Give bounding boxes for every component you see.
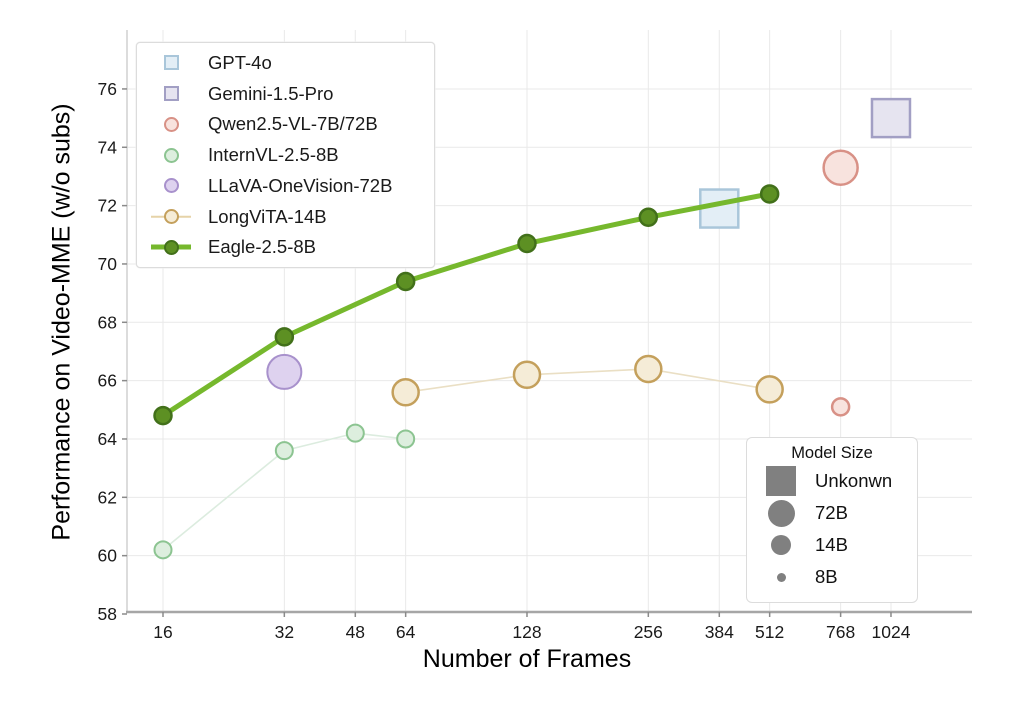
svg-text:64: 64	[396, 622, 416, 642]
svg-text:128: 128	[512, 622, 541, 642]
legend-label: Eagle-2.5-8B	[208, 236, 316, 258]
svg-text:62: 62	[98, 487, 117, 507]
size-item-72b: 72B	[747, 497, 917, 529]
size-label: 8B	[815, 566, 838, 587]
legend-item-internvl-2-5-8b: InternVL-2.5-8B	[137, 140, 434, 170]
legend-item-gpt-4o: GPT-4o	[137, 48, 434, 78]
size-label: 14B	[815, 534, 848, 555]
svg-text:1024: 1024	[872, 622, 911, 642]
svg-text:64: 64	[98, 429, 118, 449]
svg-text:256: 256	[634, 622, 663, 642]
svg-text:512: 512	[755, 622, 784, 642]
qwen-circle-icon	[151, 109, 191, 139]
llava-circle-icon	[151, 171, 191, 201]
legend-label: GPT-4o	[208, 51, 272, 73]
legend-item-gemini-1-5-pro: Gemini-1.5-Pro	[137, 79, 434, 109]
model-size-legend: Model Size Unkonwn 72B 14B 8B	[746, 437, 918, 603]
legend-label: LLaVA-OneVision-72B	[208, 174, 393, 196]
legend-label: Gemini-1.5-Pro	[208, 82, 334, 104]
legend-item-qwen2-5-vl: Qwen2.5-VL-7B/72B	[137, 109, 434, 139]
legend-label: Qwen2.5-VL-7B/72B	[208, 113, 378, 135]
longvita-line-circle-icon	[151, 202, 191, 232]
svg-text:32: 32	[275, 622, 294, 642]
legend-item-longvita-14b: LongViTA-14B	[137, 202, 434, 232]
svg-text:58: 58	[98, 604, 117, 624]
svg-text:60: 60	[98, 546, 118, 566]
eagle-line-circle-icon	[151, 232, 191, 262]
svg-text:384: 384	[705, 622, 734, 642]
svg-text:16: 16	[153, 622, 172, 642]
legend-item-eagle-2-5-8b: Eagle-2.5-8B	[137, 232, 434, 262]
x-axis-label: Number of Frames	[422, 645, 632, 673]
svg-text:70: 70	[98, 254, 118, 274]
svg-text:48: 48	[346, 622, 365, 642]
size-label: Unkonwn	[815, 470, 893, 491]
series-legend: GPT-4o Gemini-1.5-Pro Qwen2.5-VL-7B/72B …	[136, 42, 435, 268]
gpt-4o-square-icon	[151, 48, 191, 78]
72b-size-circle-icon	[747, 499, 815, 527]
gemini-square-icon	[151, 79, 191, 109]
internvl-circle-icon	[151, 140, 191, 170]
y-axis-label: Performance on Video-MME (w/o subs)	[47, 103, 76, 541]
model-size-legend-title: Model Size	[791, 444, 873, 462]
14b-size-circle-icon	[747, 535, 815, 555]
svg-text:72: 72	[98, 196, 117, 216]
size-item-8b: 8B	[747, 561, 917, 593]
svg-text:76: 76	[98, 79, 117, 99]
legend-label: LongViTA-14B	[208, 205, 327, 227]
svg-text:68: 68	[98, 312, 117, 332]
svg-text:66: 66	[98, 371, 117, 391]
unknown-size-square-icon	[747, 466, 815, 496]
size-item-unknown: Unkonwn	[747, 465, 917, 497]
8b-size-circle-icon	[747, 572, 815, 582]
svg-text:74: 74	[98, 137, 118, 157]
size-item-14b: 14B	[747, 529, 917, 561]
size-label: 72B	[815, 502, 848, 523]
svg-text:768: 768	[826, 622, 855, 642]
legend-item-llava-onevision-72b: LLaVA-OneVision-72B	[137, 171, 434, 201]
legend-label: InternVL-2.5-8B	[208, 144, 339, 165]
